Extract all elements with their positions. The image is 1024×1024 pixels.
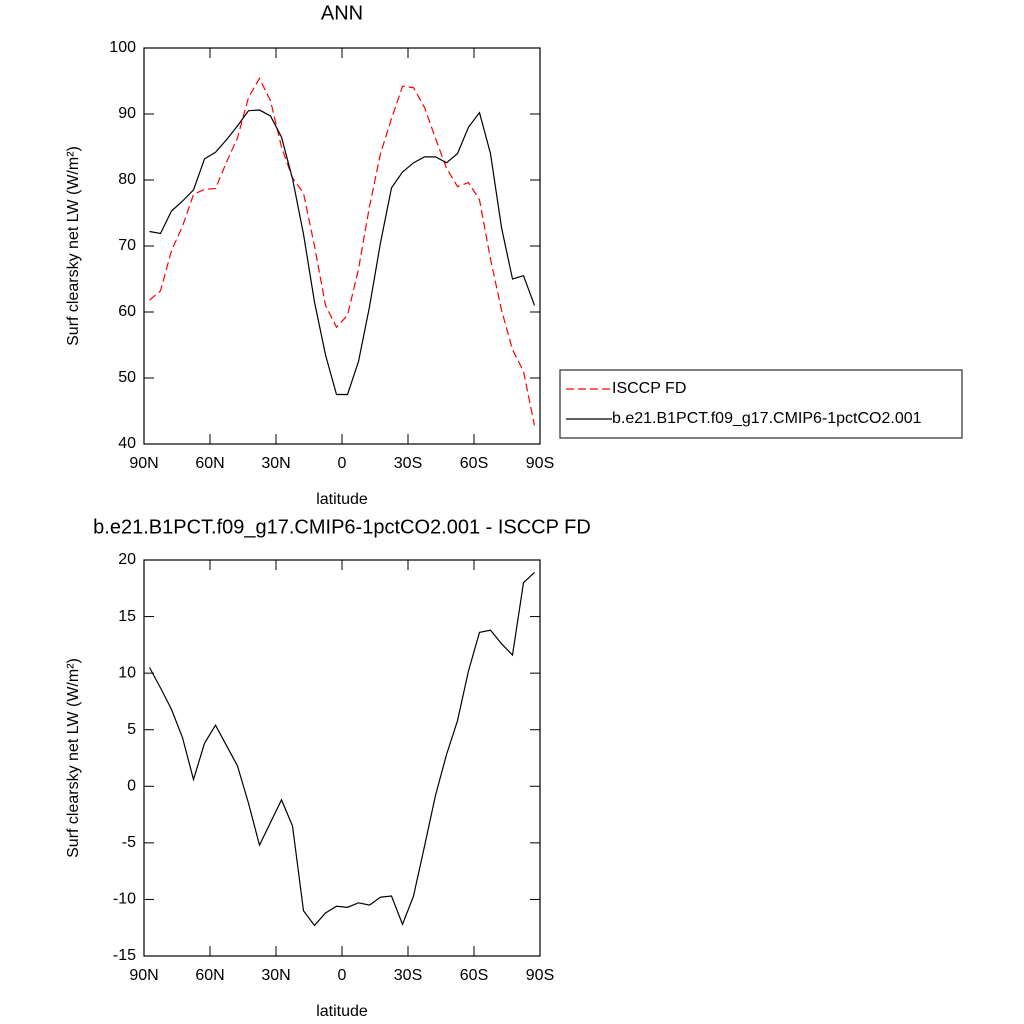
y-tick-label: 70 (118, 237, 136, 254)
x-tick-label: 0 (338, 967, 347, 984)
x-tick-label: 30S (394, 455, 422, 472)
x-tick-label: 90N (129, 455, 158, 472)
x-tick-label: 60N (195, 455, 224, 472)
y-tick-label: 10 (118, 664, 136, 681)
panel: b.e21.B1PCT.f09_g17.CMIP6-1pctCO2.001 - … (65, 516, 591, 1020)
y-tick-label: 5 (127, 721, 136, 738)
legend: ISCCP FD b.e21.B1PCT.f09_g17.CMIP6-1pctCO… (559, 369, 963, 439)
x-axis-label: latitude (316, 491, 368, 508)
y-tick-label: 80 (118, 171, 136, 188)
x-tick-label: 60S (460, 967, 488, 984)
data-line (149, 109, 536, 396)
y-axis-label: Surf clearsky net LW (W/m²) (65, 658, 82, 858)
x-tick-label: 90N (129, 967, 158, 984)
plot-frame (143, 559, 541, 957)
chart-title: ANN (321, 2, 363, 24)
x-tick-label: 30N (261, 967, 290, 984)
y-tick-label: 90 (118, 105, 136, 122)
y-tick-label: 0 (127, 778, 136, 795)
y-tick-label: 100 (109, 39, 136, 56)
y-tick-label: 20 (118, 551, 136, 568)
y-tick-label: 40 (118, 435, 136, 452)
y-tick-label: -5 (122, 834, 136, 851)
y-tick-label: -15 (113, 947, 136, 964)
x-tick-label: 30S (394, 967, 422, 984)
y-axis-label: Surf clearsky net LW (W/m²) (65, 146, 82, 346)
x-tick-label: 30N (261, 455, 290, 472)
x-tick-label: 60N (195, 967, 224, 984)
x-axis-label: latitude (316, 1003, 368, 1020)
panel: ANN latitude Surf clearsky net LW (W/m²) 90… (65, 2, 963, 508)
x-tick-label: 90S (526, 455, 554, 472)
y-tick-label: -10 (113, 891, 136, 908)
chart-title: b.e21.B1PCT.f09_g17.CMIP6-1pctCO2.001 - … (93, 516, 591, 538)
x-tick-label: 60S (460, 455, 488, 472)
x-tick-label: 90S (526, 967, 554, 984)
legend-box (559, 369, 963, 439)
data-line (149, 77, 536, 426)
legend-label: ISCCP FD (612, 380, 686, 397)
x-tick-label: 0 (338, 455, 347, 472)
plot-frame (143, 47, 541, 445)
y-tick-label: 50 (118, 369, 136, 386)
y-tick-label: 60 (118, 303, 136, 320)
legend-label: b.e21.B1PCT.f09_g17.CMIP6-1pctCO2.001 (612, 410, 922, 427)
data-line (148, 572, 535, 927)
y-tick-label: 15 (118, 608, 136, 625)
